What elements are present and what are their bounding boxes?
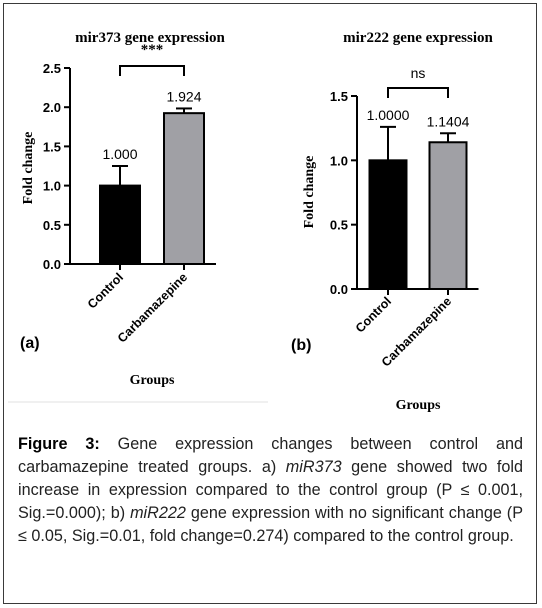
chart1-bar-control	[99, 184, 141, 266]
chart2-significance-label: ns	[411, 65, 426, 81]
chart2-value-label: 1.0000	[367, 107, 410, 123]
chart1-bar-carbamazepine	[163, 112, 205, 265]
chart1-value-label: 1.924	[166, 88, 201, 104]
chart2-y-tick-label: 0.0	[330, 282, 348, 297]
chart2-ylabel: Fold change	[302, 156, 317, 229]
chart1-title: mir373 gene expression	[75, 30, 225, 46]
caption-gene-2: miR222	[130, 504, 186, 522]
chart1-significance-label: ***	[141, 42, 164, 58]
chart2-y-tick-label: 0.5	[330, 218, 348, 233]
chart1-y-tick-label: 2.5	[43, 61, 61, 76]
chart1-y-tick-label: 1.5	[43, 139, 61, 154]
chart1-xlabel: Groups	[130, 373, 175, 388]
chart2-value-label: 1.1404	[427, 113, 470, 129]
chart1-value-label: 1.000	[102, 146, 137, 162]
chart1-panel-label: (a)	[20, 335, 40, 352]
chart1-y-tick-label: 1.0	[43, 179, 61, 194]
chart1-category-label: Carbamazepine	[115, 270, 190, 345]
chart1-y-tick-label: 0.0	[43, 257, 61, 272]
caption-gene-1: miR373	[285, 458, 342, 476]
chart1-significance-bracket	[119, 65, 185, 76]
chart2-category-label: Control	[353, 294, 394, 335]
chart2-panel-label: (b)	[291, 337, 311, 354]
chart2-bar-carbamazepine	[428, 141, 468, 290]
figure-charts: mir373 gene expression 0.0 0.5 1.0 1.5 2.0 2.5…	[8, 30, 494, 413]
chart2-y-tick-label: 1.5	[330, 89, 348, 104]
caption-text-3: gene expression with no significant chan…	[18, 504, 523, 545]
figure-frame	[3, 3, 537, 604]
caption-text-2: gene showed two fold increase in express…	[18, 458, 523, 522]
chart2-bar-control	[368, 159, 408, 290]
chart1-category-label: Control	[85, 270, 126, 311]
caption-label: Figure 3:	[18, 435, 100, 453]
caption-text-1: Gene expression changes between control …	[18, 435, 523, 476]
chart1-y-tick-label: 0.5	[43, 218, 61, 233]
chart1-ylabel: Fold change	[21, 132, 36, 205]
figure-caption: Figure 3: Gene expression changes betwee…	[18, 433, 523, 548]
chart2-title: mir222 gene expression	[343, 30, 493, 46]
chart2-y-tick-label: 1.0	[330, 153, 348, 168]
chart2-xlabel: Groups	[396, 398, 441, 413]
chart2-significance-bracket	[387, 87, 449, 98]
chart1-y-tick-label: 2.0	[43, 100, 61, 115]
